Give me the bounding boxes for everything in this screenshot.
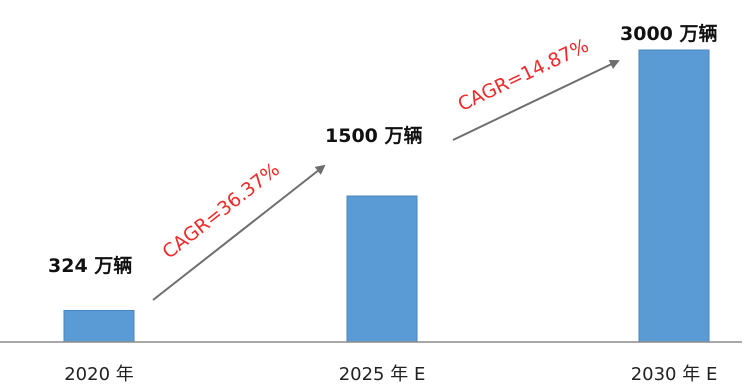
x-tick-label-0: 2020 年: [64, 364, 134, 385]
x-tick-label-2: 2030 年 E: [631, 364, 718, 385]
growth-arrow-0: [152, 164, 326, 301]
data-label-1: 1500 万辆: [325, 124, 423, 147]
bar-1: [346, 195, 418, 343]
growth-arrow-1: [452, 59, 620, 141]
data-label-2: 3000 万辆: [620, 22, 718, 45]
cagr-annotation-1: CAGR=14.87%: [454, 35, 592, 116]
x-tick-label-1: 2025 年 E: [339, 364, 426, 385]
bar-0: [63, 309, 135, 343]
data-label-0: 324 万辆: [48, 254, 132, 277]
bar-2: [638, 49, 710, 343]
